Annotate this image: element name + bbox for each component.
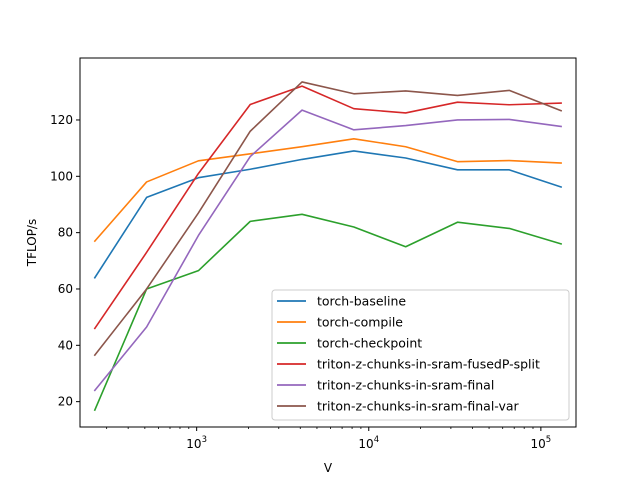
legend: torch-baseline torch-compile torch-checkpo… (271, 289, 570, 421)
series-line-3 (93, 85, 562, 330)
y-tick-label-1: 40 (58, 338, 73, 352)
legend-label-2: torch-checkpoint (317, 336, 422, 351)
y-axis: 20 40 60 80 100 120 (50, 113, 80, 409)
series-line-4 (93, 109, 562, 392)
y-tick-label-4: 100 (50, 169, 73, 183)
series-layer (93, 81, 563, 412)
x-tick-label-1: 104 (358, 435, 379, 451)
legend-label-5: triton-z-chunks-in-sram-final-var (317, 399, 520, 414)
y-tick-label-0: 20 (58, 395, 73, 409)
legend-box (271, 289, 570, 421)
legend-label-0: torch-baseline (317, 294, 406, 309)
x-tick-label-2: 105 (531, 435, 552, 451)
legend-items: torch-baseline torch-compile torch-checkpo… (277, 294, 540, 414)
plot-area: 103 104 105 20 40 60 80 100 120 (50, 57, 577, 451)
y-tick-label-3: 80 (58, 226, 73, 240)
series-line-1 (93, 138, 562, 243)
legend-label-3: triton-z-chunks-in-sram-fusedP-split (317, 357, 540, 372)
x-tick-label-0: 103 (186, 435, 207, 451)
plot-frame (79, 57, 577, 428)
legend-label-1: torch-compile (317, 315, 403, 330)
series-line-0 (93, 150, 563, 279)
y-axis-label: TFLOP/s (25, 219, 39, 267)
y-tick-label-5: 120 (50, 113, 73, 127)
legend-label-4: triton-z-chunks-in-sram-final (317, 378, 494, 393)
x-axis-label: V (324, 461, 333, 475)
y-tick-label-2: 60 (58, 282, 73, 296)
x-axis: 103 104 105 (106, 427, 552, 451)
series-line-5 (93, 81, 563, 357)
